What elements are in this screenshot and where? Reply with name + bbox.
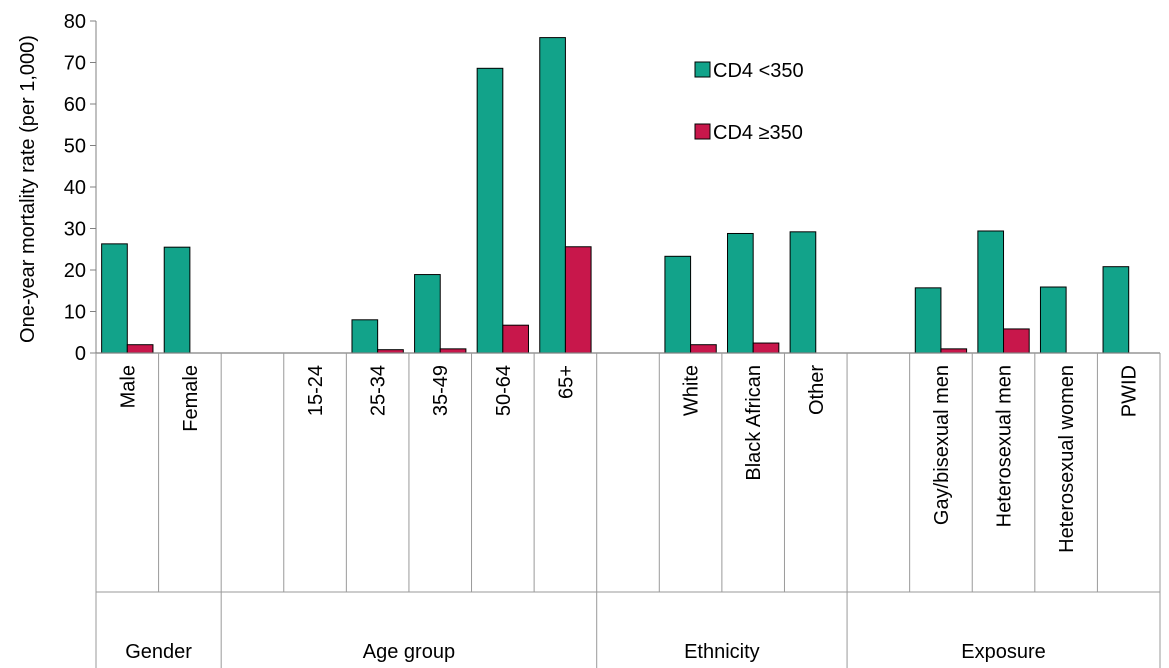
x-category-label: 50-64 <box>493 365 515 416</box>
x-category-label: Gay/bisexual men <box>931 365 953 525</box>
y-tick-label: 10 <box>64 302 86 324</box>
legend: CD4 <350 CD4 ≥350 <box>694 60 804 144</box>
bar <box>351 319 379 354</box>
bar <box>789 231 817 354</box>
bar <box>727 232 754 354</box>
x-category-label: Female <box>180 365 202 432</box>
x-category-label: 15-24 <box>305 365 327 416</box>
bar <box>502 324 529 354</box>
x-category-label: PWID <box>1119 365 1141 417</box>
y-axis-title: One-year mortality rate (per 1,000) <box>17 35 39 343</box>
x-group-label: Ethnicity <box>684 641 760 663</box>
bar <box>414 274 441 354</box>
y-tick-label: 80 <box>64 11 86 33</box>
x-category-label: Black African <box>743 365 765 481</box>
bar <box>1102 266 1130 354</box>
x-category-label: Other <box>806 365 828 415</box>
x-group-label: Gender <box>125 641 192 663</box>
bar <box>940 348 968 354</box>
bar <box>564 246 592 354</box>
x-category-label: 25-34 <box>368 365 390 416</box>
bar <box>690 344 717 354</box>
y-tick-label: 0 <box>75 343 86 365</box>
bar <box>439 348 467 354</box>
bar <box>1003 328 1030 354</box>
y-tick-label: 30 <box>64 219 86 241</box>
bar <box>1039 286 1067 354</box>
bar <box>126 344 154 354</box>
bar <box>977 230 1005 354</box>
bar <box>664 255 692 354</box>
x-group-label: Age group <box>363 641 455 663</box>
x-category-label: White <box>681 365 703 416</box>
legend-label: CD4 ≥350 <box>713 122 803 144</box>
y-tick-label: 60 <box>64 94 86 116</box>
bar <box>476 67 504 354</box>
x-category-label: Male <box>117 365 139 408</box>
legend-label: CD4 <350 <box>713 60 804 82</box>
bars-layer <box>101 37 1130 354</box>
bar <box>914 287 942 354</box>
x-category-label: 65+ <box>555 365 577 399</box>
legend-swatch <box>694 61 711 78</box>
y-tick-label: 40 <box>64 177 86 199</box>
x-category-label: Heterosexual women <box>1056 365 1078 553</box>
x-category-label: Heterosexual men <box>994 365 1016 527</box>
y-tick-label: 70 <box>64 53 86 75</box>
y-tick-label: 50 <box>64 136 86 158</box>
legend-swatch <box>694 123 711 140</box>
y-tick-label: 20 <box>64 260 86 282</box>
axes-layer: 0 10 20 30 40 50 60 70 80 Male Female 15-24 25-34 35-… <box>64 11 1161 668</box>
bar <box>101 243 128 354</box>
bar <box>752 342 780 354</box>
bar <box>539 37 566 354</box>
x-group-label: Exposure <box>961 641 1046 663</box>
x-category-label: 35-49 <box>430 365 452 416</box>
bar <box>163 246 191 354</box>
